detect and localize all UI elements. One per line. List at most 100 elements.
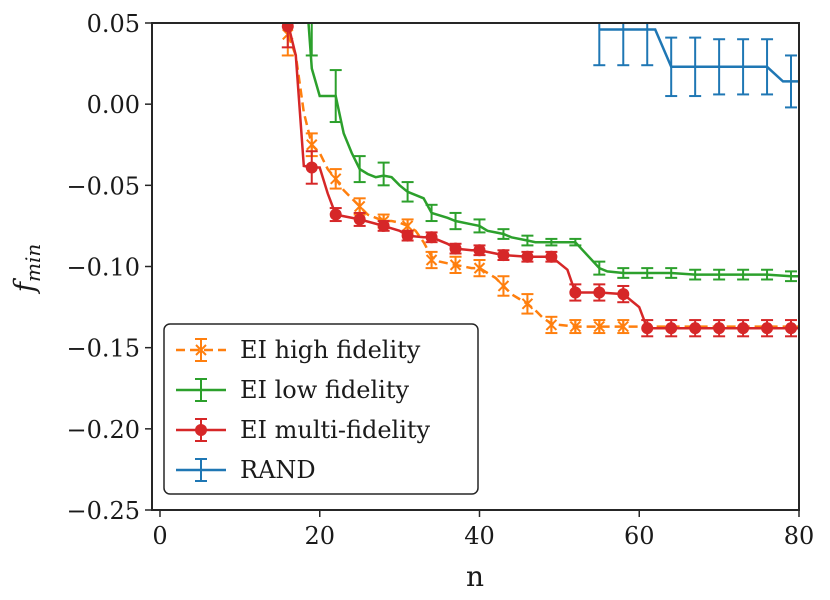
series-ei-low-fidelity xyxy=(305,23,799,283)
data-point-rand xyxy=(617,23,630,67)
data-point-ei-multi-fidelity xyxy=(449,242,462,255)
data-point-rand xyxy=(665,36,678,98)
x-tick-label: 40 xyxy=(464,522,495,550)
series-line-ei-low-fidelity xyxy=(307,23,799,278)
series-layer xyxy=(281,23,799,338)
series-rand xyxy=(593,23,799,109)
data-point-ei-multi-fidelity xyxy=(377,219,390,232)
data-point-ei-low-fidelity xyxy=(785,270,798,283)
data-point-ei-multi-fidelity xyxy=(665,319,678,338)
legend-box xyxy=(163,323,479,495)
data-point-ei-low-fidelity xyxy=(401,181,414,203)
data-point-ei-multi-fidelity xyxy=(353,211,366,227)
data-point-ei-high-fidelity xyxy=(497,275,510,297)
data-point-ei-low-fidelity xyxy=(353,155,366,184)
series-line-ei-multi-fidelity xyxy=(286,23,799,330)
data-point-ei-multi-fidelity xyxy=(689,319,702,338)
data-point-ei-multi-fidelity xyxy=(617,284,630,304)
y-axis-label-sub: min xyxy=(21,244,45,282)
data-point-ei-high-fidelity xyxy=(593,319,606,335)
data-point-ei-low-fidelity xyxy=(425,203,438,223)
data-point-ei-low-fidelity xyxy=(473,218,486,234)
legend-label: RAND xyxy=(240,456,316,484)
point-marker xyxy=(330,172,342,185)
point-marker xyxy=(617,288,630,301)
y-tick-label: 0.05 xyxy=(87,10,140,38)
data-point-ei-multi-fidelity xyxy=(569,283,582,302)
y-tick-label: −0.25 xyxy=(66,497,140,525)
data-point-ei-high-fidelity xyxy=(521,293,534,315)
data-point-ei-low-fidelity xyxy=(521,234,534,247)
y-tick-label: −0.15 xyxy=(66,335,140,363)
data-point-rand xyxy=(737,38,750,96)
point-marker xyxy=(689,322,702,335)
series-ei-high-fidelity xyxy=(281,23,799,335)
data-point-ei-multi-fidelity xyxy=(641,319,654,338)
data-point-ei-low-fidelity xyxy=(497,228,510,240)
data-point-rand xyxy=(761,38,774,96)
y-tick-label: −0.10 xyxy=(66,254,140,282)
y-tick-label: −0.05 xyxy=(66,172,140,200)
point-marker xyxy=(761,322,774,335)
point-marker xyxy=(593,320,606,333)
data-point-ei-low-fidelity xyxy=(449,211,462,231)
data-point-ei-low-fidelity xyxy=(545,237,558,247)
data-point-ei-low-fidelity xyxy=(713,268,726,281)
legend-marker xyxy=(195,344,207,356)
data-point-rand xyxy=(641,23,654,67)
point-marker xyxy=(401,229,414,242)
series-ei-multi-fidelity xyxy=(281,23,799,338)
data-point-ei-low-fidelity xyxy=(689,268,702,281)
data-point-ei-multi-fidelity xyxy=(329,207,342,223)
data-point-ei-multi-fidelity xyxy=(785,319,798,338)
data-point-ei-multi-fidelity xyxy=(305,150,318,185)
data-point-ei-low-fidelity xyxy=(569,237,582,247)
point-marker xyxy=(425,254,438,267)
data-point-ei-multi-fidelity xyxy=(497,249,510,262)
legend-entry-ei-low-fidelity: EI low fidelity xyxy=(176,376,409,404)
point-marker xyxy=(353,213,366,226)
svg-text:fmin: fmin xyxy=(8,244,45,295)
data-point-ei-low-fidelity xyxy=(665,267,678,279)
point-marker xyxy=(713,322,726,335)
series-line-rand xyxy=(599,28,799,83)
data-point-rand xyxy=(713,38,726,96)
point-marker xyxy=(545,318,558,331)
x-tick-label: 20 xyxy=(304,522,335,550)
y-tick-label: 0.00 xyxy=(87,91,140,119)
point-marker xyxy=(641,322,654,335)
point-marker xyxy=(306,138,318,151)
point-marker xyxy=(569,286,582,299)
data-point-ei-high-fidelity xyxy=(617,319,630,335)
data-point-ei-high-fidelity xyxy=(569,319,582,335)
point-marker xyxy=(377,219,390,232)
x-tick-label: 60 xyxy=(624,522,655,550)
legend-entry-ei-multi-fidelity: EI multi-fidelity xyxy=(176,416,431,444)
legend: EI high fidelity EI low fidelity EI multi-… xyxy=(163,323,479,495)
data-point-ei-low-fidelity xyxy=(377,161,390,187)
point-marker xyxy=(593,286,606,299)
y-tick-label: −0.20 xyxy=(66,416,140,444)
data-point-ei-high-fidelity xyxy=(353,197,366,216)
data-point-ei-multi-fidelity xyxy=(713,319,726,338)
x-tick-label: 0 xyxy=(152,522,167,550)
data-point-ei-low-fidelity xyxy=(737,268,750,281)
series-line-ei-high-fidelity xyxy=(286,33,799,328)
point-marker xyxy=(473,262,486,275)
x-tick-label: 80 xyxy=(784,522,815,550)
data-point-ei-multi-fidelity xyxy=(737,319,750,338)
point-marker xyxy=(785,322,798,335)
point-marker xyxy=(521,250,534,263)
point-marker xyxy=(737,322,750,335)
data-point-ei-low-fidelity xyxy=(761,268,774,281)
legend-entry-rand: RAND xyxy=(176,456,316,484)
point-marker xyxy=(449,258,462,271)
data-point-rand xyxy=(593,23,606,67)
data-point-ei-low-fidelity xyxy=(305,23,318,57)
point-marker xyxy=(545,250,558,263)
point-marker xyxy=(569,320,582,333)
legend-entry-ei-high-fidelity: EI high fidelity xyxy=(176,336,421,364)
point-marker xyxy=(329,208,342,221)
legend-label: EI low fidelity xyxy=(240,376,409,404)
point-marker xyxy=(473,244,486,257)
